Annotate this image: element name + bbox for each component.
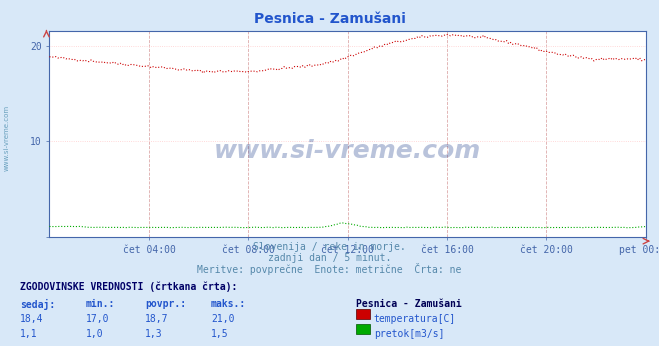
Text: min.:: min.: (86, 299, 115, 309)
Text: 1,3: 1,3 (145, 329, 163, 339)
Text: 18,4: 18,4 (20, 314, 43, 324)
Text: povpr.:: povpr.: (145, 299, 186, 309)
Text: Pesnica - Zamušani: Pesnica - Zamušani (254, 12, 405, 26)
Text: 1,5: 1,5 (211, 329, 229, 339)
Text: 18,7: 18,7 (145, 314, 169, 324)
Text: 1,0: 1,0 (86, 329, 103, 339)
Text: zadnji dan / 5 minut.: zadnji dan / 5 minut. (268, 253, 391, 263)
Text: 21,0: 21,0 (211, 314, 235, 324)
Text: www.si-vreme.com: www.si-vreme.com (214, 138, 481, 163)
Text: www.si-vreme.com: www.si-vreme.com (3, 105, 10, 172)
Text: Slovenija / reke in morje.: Slovenija / reke in morje. (253, 242, 406, 252)
Text: temperatura[C]: temperatura[C] (374, 314, 456, 324)
Text: 17,0: 17,0 (86, 314, 109, 324)
Text: ZGODOVINSKE VREDNOSTI (črtkana črta):: ZGODOVINSKE VREDNOSTI (črtkana črta): (20, 282, 237, 292)
Text: Pesnica - Zamušani: Pesnica - Zamušani (356, 299, 461, 309)
Text: sedaj:: sedaj: (20, 299, 55, 310)
Text: pretok[m3/s]: pretok[m3/s] (374, 329, 444, 339)
Text: Meritve: povprečne  Enote: metrične  Črta: ne: Meritve: povprečne Enote: metrične Črta:… (197, 263, 462, 275)
Text: 1,1: 1,1 (20, 329, 38, 339)
Text: maks.:: maks.: (211, 299, 246, 309)
